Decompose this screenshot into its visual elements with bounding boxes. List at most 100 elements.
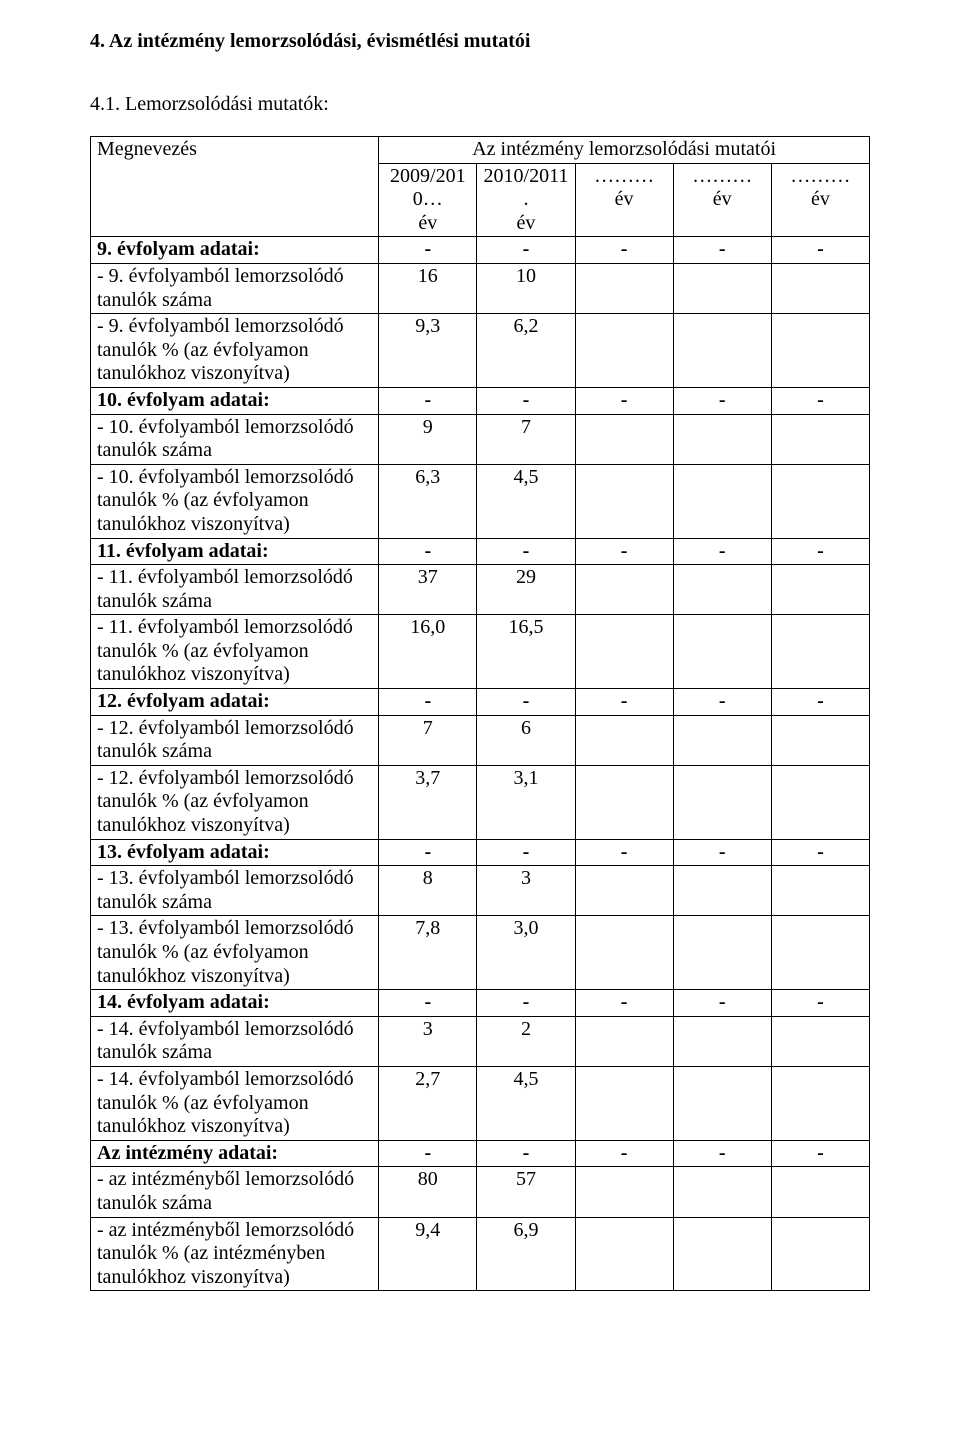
table-row: 12. évfolyam adatai:----- <box>91 689 870 716</box>
cell <box>771 916 869 990</box>
cell <box>575 263 673 313</box>
cell <box>575 916 673 990</box>
dropout-table: Megnevezés Az intézmény lemorzsolódási m… <box>90 136 870 1291</box>
cell: 9,3 <box>379 314 477 388</box>
cell: 9 <box>379 414 477 464</box>
cell <box>575 1217 673 1291</box>
cell: 3,1 <box>477 765 575 839</box>
table-row: - 12. évfolyamból lemorzsolódó tanulók s… <box>91 715 870 765</box>
cell: - <box>477 689 575 716</box>
cell: - <box>575 990 673 1017</box>
table-row: - az intézményből lemorzsolódó tanulók s… <box>91 1167 870 1217</box>
table-row: - 11. évfolyamból lemorzsolódó tanulók s… <box>91 565 870 615</box>
cell: - <box>575 237 673 264</box>
cell: - <box>477 538 575 565</box>
table-row: Az intézmény adatai:----- <box>91 1140 870 1167</box>
header-col-4: ……… év <box>673 163 771 237</box>
header-col-2-bot: év <box>517 212 536 234</box>
table-row: - 10. évfolyamból lemorzsolódó tanulók %… <box>91 464 870 538</box>
row-label: Az intézmény adatai: <box>91 1140 379 1167</box>
cell: 2,7 <box>379 1066 477 1140</box>
cell <box>673 464 771 538</box>
header-col-4-bot: év <box>713 188 732 210</box>
row-label: - az intézményből lemorzsolódó tanulók %… <box>91 1217 379 1291</box>
cell <box>771 866 869 916</box>
table-row: - 12. évfolyamból lemorzsolódó tanulók %… <box>91 765 870 839</box>
header-col-3-top: ……… <box>594 165 654 187</box>
cell: 4,5 <box>477 1066 575 1140</box>
table-row: - 13. évfolyamból lemorzsolódó tanulók %… <box>91 916 870 990</box>
cell <box>771 615 869 689</box>
cell <box>771 464 869 538</box>
table-row: 9. évfolyam adatai:----- <box>91 237 870 264</box>
row-label: - 14. évfolyamból lemorzsolódó tanulók s… <box>91 1016 379 1066</box>
cell: - <box>379 387 477 414</box>
table-row: - 14. évfolyamból lemorzsolódó tanulók s… <box>91 1016 870 1066</box>
cell: 80 <box>379 1167 477 1217</box>
row-label: - 14. évfolyamból lemorzsolódó tanulók %… <box>91 1066 379 1140</box>
cell: - <box>477 387 575 414</box>
cell: 6,2 <box>477 314 575 388</box>
cell <box>673 1066 771 1140</box>
cell: - <box>575 1140 673 1167</box>
table-row: 13. évfolyam adatai:----- <box>91 839 870 866</box>
cell: - <box>673 1140 771 1167</box>
table-row: - 10. évfolyamból lemorzsolódó tanulók s… <box>91 414 870 464</box>
cell <box>771 715 869 765</box>
cell: 6,9 <box>477 1217 575 1291</box>
cell: 3,0 <box>477 916 575 990</box>
cell <box>771 1167 869 1217</box>
table-body: 9. évfolyam adatai:------ 9. évfolyamból… <box>91 237 870 1291</box>
header-col-1-top: 2009/2010… <box>390 165 466 211</box>
header-col-1-bot: év <box>418 212 437 234</box>
cell: - <box>477 237 575 264</box>
cell <box>673 715 771 765</box>
cell: 6,3 <box>379 464 477 538</box>
header-col-5-top: ……… <box>790 165 850 187</box>
cell: 7 <box>379 715 477 765</box>
cell <box>771 414 869 464</box>
row-label: - 9. évfolyamból lemorzsolódó tanulók % … <box>91 314 379 388</box>
cell: 16,0 <box>379 615 477 689</box>
cell <box>673 414 771 464</box>
cell <box>575 615 673 689</box>
cell: - <box>575 839 673 866</box>
row-label: - az intézményből lemorzsolódó tanulók s… <box>91 1167 379 1217</box>
cell <box>771 765 869 839</box>
cell: 9,4 <box>379 1217 477 1291</box>
cell: - <box>771 237 869 264</box>
cell: - <box>575 689 673 716</box>
cell <box>673 765 771 839</box>
cell: 7,8 <box>379 916 477 990</box>
cell: - <box>477 990 575 1017</box>
cell <box>673 1167 771 1217</box>
cell <box>575 1167 673 1217</box>
cell: - <box>477 1140 575 1167</box>
cell <box>673 314 771 388</box>
cell: - <box>379 237 477 264</box>
cell: 4,5 <box>477 464 575 538</box>
cell: 29 <box>477 565 575 615</box>
cell: - <box>575 387 673 414</box>
row-label: 9. évfolyam adatai: <box>91 237 379 264</box>
cell <box>673 1016 771 1066</box>
cell <box>673 1217 771 1291</box>
cell: - <box>379 538 477 565</box>
table-row: 10. évfolyam adatai:----- <box>91 387 870 414</box>
cell <box>771 263 869 313</box>
cell: 3 <box>379 1016 477 1066</box>
table-row: - 9. évfolyamból lemorzsolódó tanulók sz… <box>91 263 870 313</box>
header-col-5-bot: év <box>811 188 830 210</box>
cell: 3,7 <box>379 765 477 839</box>
cell <box>575 314 673 388</box>
row-label: 10. évfolyam adatai: <box>91 387 379 414</box>
cell: 3 <box>477 866 575 916</box>
row-label: - 13. évfolyamból lemorzsolódó tanulók %… <box>91 916 379 990</box>
cell: 16,5 <box>477 615 575 689</box>
cell: 37 <box>379 565 477 615</box>
cell: 2 <box>477 1016 575 1066</box>
row-label: 12. évfolyam adatai: <box>91 689 379 716</box>
cell <box>771 1066 869 1140</box>
subsection-title: 4.1. Lemorzsolódási mutatók: <box>90 93 870 116</box>
row-label: 11. évfolyam adatai: <box>91 538 379 565</box>
